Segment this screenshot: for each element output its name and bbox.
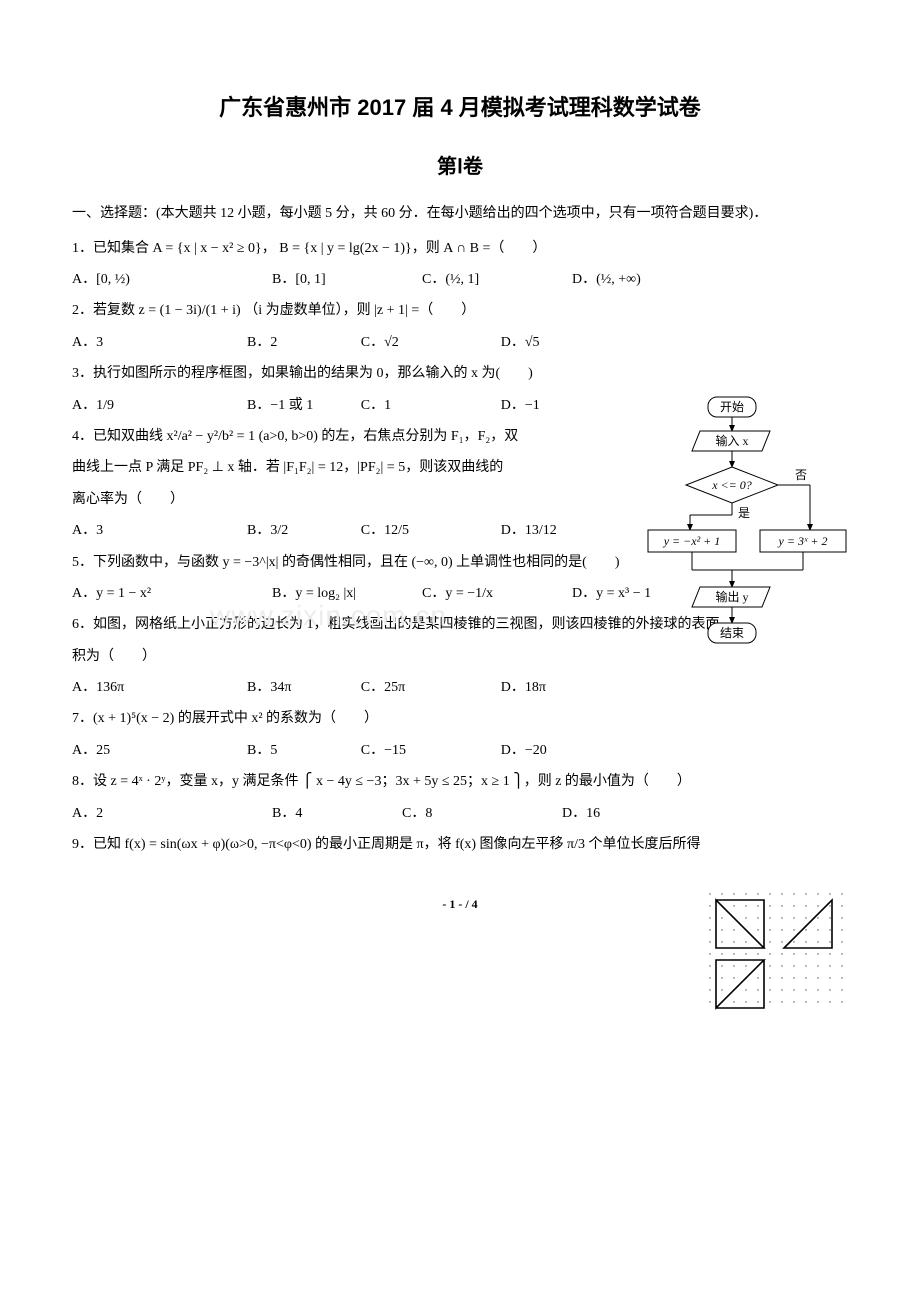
flowchart-svg: 开始 输入 x x <= 0? 否 是 y = −x² + 1 y = 3ˣ +…: [640, 395, 850, 670]
question-9: 9．已知 f(x) = sin(ωx + φ)(ω>0, −π<φ<0) 的最小…: [72, 830, 848, 859]
question-2: 2．若复数 z = (1 − 3i)/(1 + i) （i 为虚数单位），则 |…: [72, 296, 632, 325]
q8-opt-b: B．4: [272, 799, 402, 828]
q8-opt-a: A．2: [72, 799, 272, 828]
flowchart-figure: 开始 输入 x x <= 0? 否 是 y = −x² + 1 y = 3ˣ +…: [640, 395, 850, 670]
question-7-options: A．25 B．5 C．−15 D．−20: [72, 736, 632, 765]
q4-opt-b: B．3/2: [247, 516, 361, 545]
q3-opt-a: A．1/9: [72, 391, 247, 420]
q3-opt-c: C．1: [361, 391, 501, 420]
q7-opt-b: B．5: [247, 736, 361, 765]
q1-opt-c: C．(½, 1]: [422, 265, 572, 294]
flow-input-label: 输入 x: [715, 433, 748, 448]
flow-end-label: 结束: [720, 626, 744, 640]
question-3-options: A．1/9 B．−1 或 1 C．1 D．−1: [72, 391, 632, 420]
question-4-line1: 4．已知双曲线 x²/a² − y²/b² = 1 (a>0, b>0) 的左，…: [72, 422, 632, 451]
q1-opt-a: A．[0, ½): [72, 265, 272, 294]
q2-opt-b: B．2: [247, 328, 361, 357]
q8-opt-d: D．16: [562, 799, 712, 828]
section-heading: 一、选择题：(本大题共 12 小题，每小题 5 分，共 60 分．在每小题给出的…: [72, 201, 848, 228]
q4-opt-a: A．3: [72, 516, 247, 545]
q1-opt-b: B．[0, 1]: [272, 265, 422, 294]
question-8: 8．设 z = 4ˣ · 2ʸ，变量 x，y 满足条件 ⎧ x − 4y ≤ −…: [72, 767, 848, 796]
q2-opt-c: C．√2: [361, 328, 501, 357]
q7-opt-a: A．25: [72, 736, 247, 765]
q5-opt-a: A．y = 1 − x²: [72, 579, 272, 608]
question-4-line3: 离心率为（ ）: [72, 485, 632, 514]
q5-opt-b: B．y = log₂ |x|: [272, 579, 422, 608]
page-subtitle: 第Ⅰ卷: [72, 150, 848, 179]
threeview-svg: [708, 890, 848, 1012]
question-3: 3．执行如图所示的程序框图，如果输出的结果为 0，那么输入的 x 为( ): [72, 359, 632, 388]
q8-opt-c: C．8: [402, 799, 562, 828]
q2-opt-a: A．3: [72, 328, 247, 357]
flow-start-label: 开始: [720, 400, 744, 414]
q5-opt-c: C．y = −1/x: [422, 579, 572, 608]
question-1-options: A．[0, ½) B．[0, 1] C．(½, 1] D．(½, +∞): [72, 265, 848, 294]
q1-opt-d: D．(½, +∞): [572, 265, 722, 294]
q3-opt-b: B．−1 或 1: [247, 391, 361, 420]
q6-opt-d: D．18π: [501, 673, 632, 702]
q6-opt-b: B．34π: [247, 673, 361, 702]
q2-opt-d: D．√5: [501, 328, 632, 357]
q6-opt-a: A．136π: [72, 673, 247, 702]
q7-opt-c: C．−15: [361, 736, 501, 765]
flow-output-label: 输出 y: [715, 589, 748, 604]
flow-cond-label: x <= 0?: [711, 478, 752, 492]
q3-opt-d: D．−1: [501, 391, 632, 420]
flow-left-assign: y = −x² + 1: [663, 534, 721, 548]
flow-no-label: 否: [795, 468, 807, 482]
q7-opt-d: D．−20: [501, 736, 632, 765]
page-title: 广东省惠州市 2017 届 4 月模拟考试理科数学试卷: [72, 90, 848, 122]
question-2-options: A．3 B．2 C．√2 D．√5: [72, 328, 632, 357]
question-1: 1．已知集合 A = {x | x − x² ≥ 0}， B = {x | y …: [72, 234, 848, 263]
q4-opt-d: D．13/12: [501, 516, 632, 545]
question-7: 7．(x + 1)⁵(x − 2) 的展开式中 x² 的系数为（ ）: [72, 704, 632, 733]
question-8-options: A．2 B．4 C．8 D．16: [72, 799, 848, 828]
flow-right-assign: y = 3ˣ + 2: [778, 534, 828, 548]
question-4-options: A．3 B．3/2 C．12/5 D．13/12: [72, 516, 632, 545]
q6-opt-c: C．25π: [361, 673, 501, 702]
q4-opt-c: C．12/5: [361, 516, 501, 545]
question-6-options: A．136π B．34π C．25π D．18π: [72, 673, 632, 702]
question-4-line2: 曲线上一点 P 满足 PF₂ ⊥ x 轴．若 |F₁F₂| = 12，|PF₂|…: [72, 453, 632, 482]
section-text: 一、选择题：(本大题共 12 小题，每小题 5 分，共 60 分．在每小题给出的…: [72, 206, 767, 221]
flow-yes-label: 是: [738, 506, 750, 520]
threeview-figure: [708, 890, 848, 1012]
